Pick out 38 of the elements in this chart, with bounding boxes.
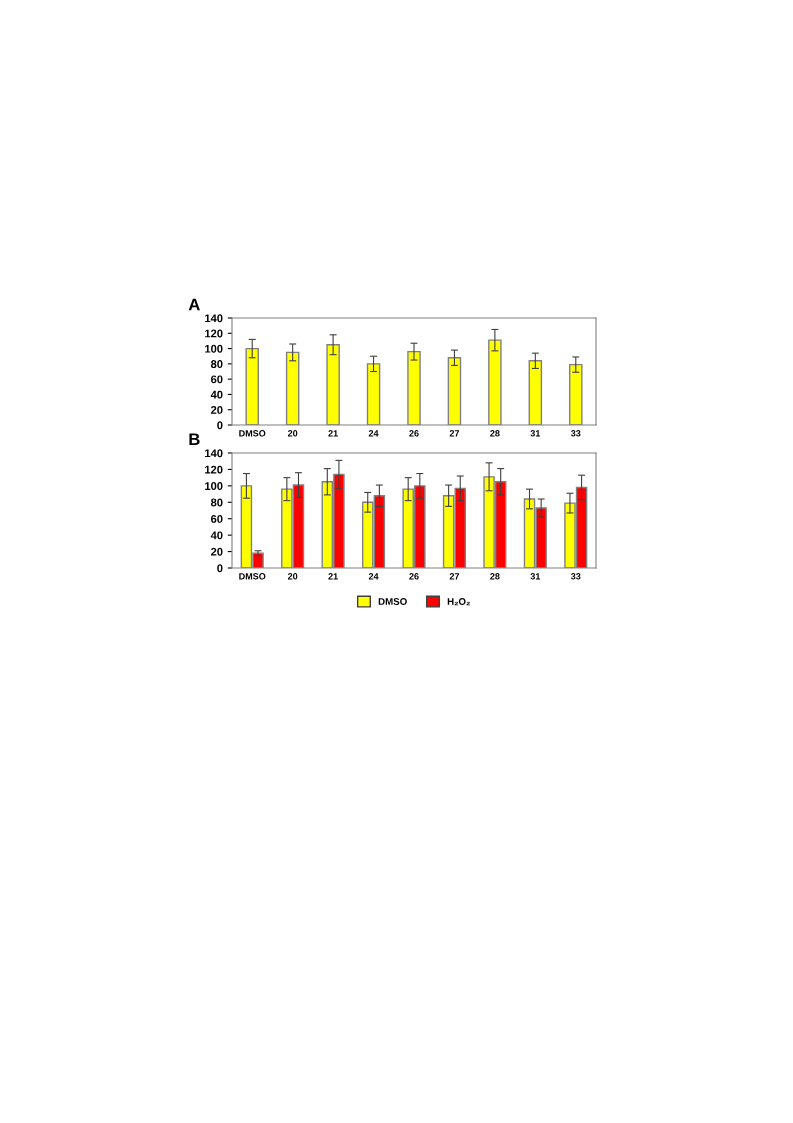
y-tick-label: 140 — [205, 314, 223, 323]
y-tick-label: 60 — [211, 514, 223, 523]
y-tick-label: 100 — [205, 482, 223, 490]
x-tick-label: DMSO — [239, 430, 266, 437]
y-tick-label: 40 — [210, 390, 223, 399]
y-tick-label: 60 — [211, 375, 223, 384]
x-tick-label: 28 — [490, 573, 500, 580]
x-tick-label: 24 — [368, 573, 379, 580]
x-tick-label: 31 — [530, 573, 541, 580]
x-tick-label: 21 — [328, 430, 338, 437]
y-tick-label: 40 — [210, 531, 223, 540]
y-tick-label: 20 — [211, 547, 223, 556]
y-tick-label: 0 — [217, 421, 223, 430]
x-tick-label: 20 — [287, 573, 298, 580]
y-tick-label: 120 — [205, 465, 223, 474]
chart-title: B — [189, 433, 200, 445]
x-tick-label: 27 — [449, 430, 460, 437]
y-tick-label: 100 — [205, 344, 223, 353]
x-tick-label: DMSO — [239, 573, 266, 580]
chart-title: A — [188, 298, 200, 311]
x-tick-label: 21 — [328, 573, 338, 580]
x-tick-label: 24 — [368, 430, 379, 437]
x-tick-label: 28 — [490, 430, 500, 437]
x-tick-label: 26 — [409, 573, 419, 580]
legend-label: DMSO — [378, 598, 407, 605]
x-tick-label: 33 — [570, 430, 581, 437]
y-tick-label: 120 — [205, 329, 223, 338]
y-tick-label: 0 — [217, 564, 223, 573]
y-tick-label: 80 — [210, 498, 223, 507]
y-tick-label: 140 — [205, 449, 223, 458]
y-tick-label: 20 — [211, 405, 223, 414]
x-tick-label: 26 — [409, 430, 419, 437]
x-tick-label: 27 — [449, 573, 460, 580]
y-tick-label: 80 — [210, 360, 223, 368]
legend-label: H₂O₂ — [447, 598, 470, 606]
x-tick-label: 33 — [570, 573, 581, 580]
x-tick-label: 31 — [530, 430, 541, 437]
x-tick-label: 20 — [287, 430, 298, 437]
